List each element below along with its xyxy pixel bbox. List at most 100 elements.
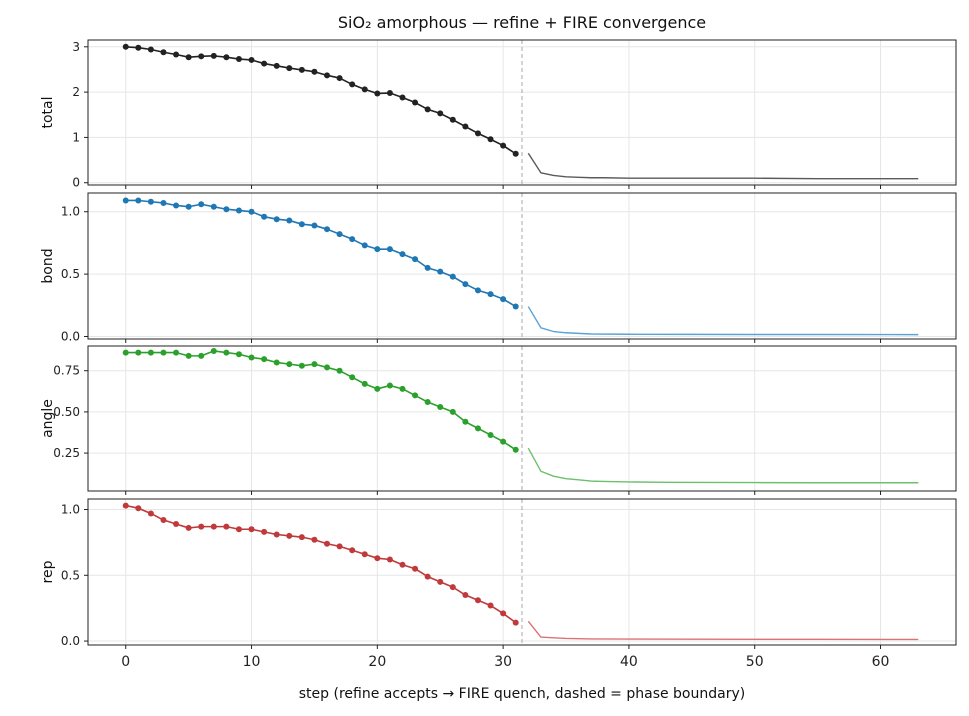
refine-point xyxy=(336,75,343,82)
refine-point xyxy=(223,206,230,213)
refine-point xyxy=(437,268,444,275)
x-tick-label: 50 xyxy=(746,654,764,670)
refine-point xyxy=(135,197,142,204)
refine-point xyxy=(324,72,331,79)
refine-point xyxy=(512,619,519,626)
refine-point xyxy=(449,408,456,415)
refine-point xyxy=(210,52,217,59)
refine-point xyxy=(462,123,469,130)
fire-line-total xyxy=(527,152,919,180)
refine-point xyxy=(122,197,129,204)
refine-point xyxy=(298,66,305,73)
x-axis-label: step (refine accepts → FIRE quench, dash… xyxy=(299,686,745,702)
refine-point xyxy=(248,354,255,361)
refine-point xyxy=(474,287,481,294)
panel-frame xyxy=(87,192,957,340)
refine-point xyxy=(311,222,318,229)
refine-point xyxy=(474,597,481,604)
refine-point xyxy=(487,136,494,143)
refine-line-bond xyxy=(125,199,517,308)
y-tick-label: 0 xyxy=(72,176,80,190)
y-tick-label: 0.0 xyxy=(61,634,80,648)
refine-point xyxy=(412,392,419,399)
refine-point xyxy=(160,517,167,524)
refine-point xyxy=(386,90,393,97)
panel-bond: 0.0 0.5 1.0 bond xyxy=(40,192,957,344)
refine-point xyxy=(386,556,393,563)
refine-point xyxy=(361,242,368,249)
refine-point xyxy=(223,54,230,61)
refine-point xyxy=(248,208,255,215)
refine-point xyxy=(474,130,481,137)
refine-point xyxy=(374,90,381,97)
refine-point xyxy=(147,510,154,517)
refine-point xyxy=(500,296,507,303)
panel-frame xyxy=(87,345,957,492)
refine-point xyxy=(235,526,242,533)
refine-point xyxy=(424,573,431,580)
refine-point xyxy=(273,359,280,366)
refine-point xyxy=(261,356,268,363)
refine-point xyxy=(135,505,142,512)
refine-point xyxy=(173,349,180,356)
refine-point xyxy=(399,251,406,258)
refine-point xyxy=(487,602,494,609)
refine-point xyxy=(512,303,519,310)
y-tick-label: 0.25 xyxy=(53,446,80,460)
y-tick-label: 1.0 xyxy=(61,503,80,517)
refine-point xyxy=(336,543,343,550)
x-tick-label: 60 xyxy=(872,654,890,670)
x-tick-label: 30 xyxy=(494,654,512,670)
refine-point xyxy=(324,364,331,371)
refine-point xyxy=(248,56,255,63)
refine-point xyxy=(235,207,242,214)
panel-angle: 0.25 0.50 0.75 angle xyxy=(40,345,957,495)
refine-point xyxy=(298,362,305,369)
refine-point xyxy=(286,65,293,72)
refine-point xyxy=(424,399,431,406)
refine-point xyxy=(273,62,280,69)
refine-point xyxy=(273,531,280,538)
refine-point xyxy=(437,110,444,117)
y-axis-label-bond: bond xyxy=(40,248,56,283)
refine-point xyxy=(198,352,205,359)
refine-point xyxy=(135,349,142,356)
refine-point xyxy=(374,246,381,253)
refine-point xyxy=(198,53,205,60)
refine-point xyxy=(512,150,519,157)
refine-point xyxy=(349,236,356,243)
refine-point xyxy=(210,203,217,210)
refine-point xyxy=(210,523,217,530)
fire-line-angle xyxy=(527,447,919,484)
refine-point xyxy=(386,246,393,253)
refine-point xyxy=(512,446,519,453)
refine-point xyxy=(185,524,192,531)
refine-point xyxy=(399,94,406,101)
refine-point xyxy=(122,43,129,50)
x-tick-label: 40 xyxy=(620,654,638,670)
refine-point xyxy=(173,520,180,527)
refine-point xyxy=(462,592,469,599)
refine-point xyxy=(160,199,167,206)
refine-point xyxy=(261,528,268,535)
refine-point xyxy=(261,213,268,220)
chart-title: SiO₂ amorphous — refine + FIRE convergen… xyxy=(338,13,706,32)
refine-point xyxy=(147,349,154,356)
fire-line-rep xyxy=(527,620,919,641)
refine-point xyxy=(223,523,230,530)
refine-point xyxy=(173,202,180,209)
refine-point xyxy=(261,60,268,67)
x-tick-label: 10 xyxy=(243,654,261,670)
fire-line-bond xyxy=(527,306,919,336)
panel-total: 0 1 2 3 total xyxy=(40,39,957,190)
refine-point xyxy=(173,51,180,58)
refine-point xyxy=(185,203,192,210)
x-tick-label: 20 xyxy=(368,654,386,670)
refine-point xyxy=(298,221,305,228)
refine-point xyxy=(487,291,494,298)
refine-point xyxy=(210,347,217,354)
refine-point xyxy=(349,547,356,554)
y-tick-label: 1.0 xyxy=(61,205,80,219)
refine-point xyxy=(324,226,331,233)
